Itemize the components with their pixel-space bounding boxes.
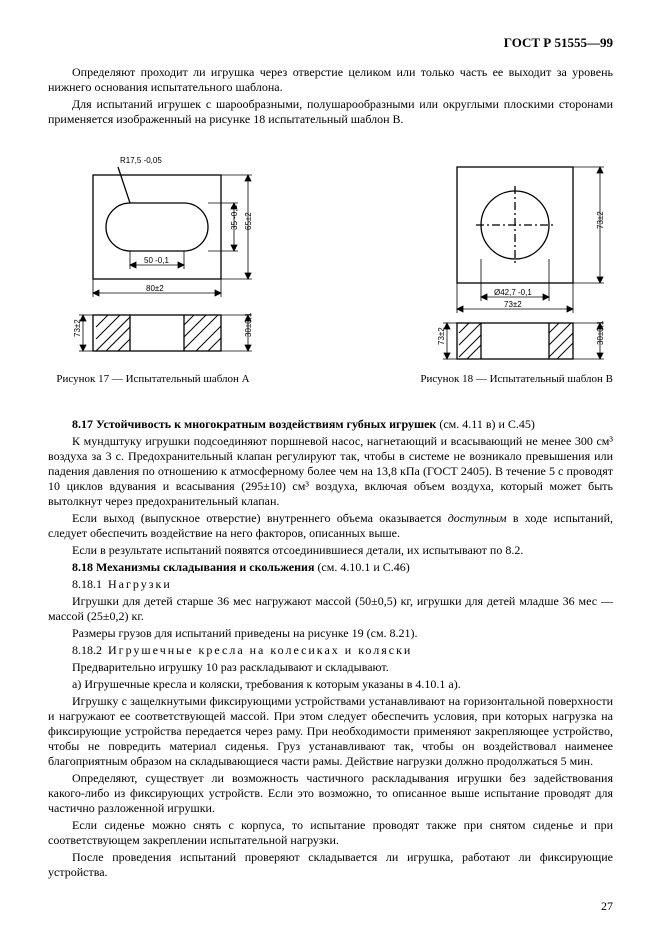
s818-sub2-text: Игрушечные кресла на колесиках и коляски xyxy=(108,643,412,657)
s818-p3: Предварительно игрушку 10 раз раскладыва… xyxy=(48,660,613,675)
fig18-outer-side: 73±2 xyxy=(596,211,605,229)
s817-p2: Если выход (выпускное отверстие) внутрен… xyxy=(48,511,613,541)
s818-text: Механизмы складывания и скольжения xyxy=(96,560,314,574)
fig17-radius: R17,5 -0,05 xyxy=(120,156,162,165)
s818-sub2: 8.18.2 Игрушечные кресла на колесиках и … xyxy=(48,643,613,658)
s818-p5: Игрушку с защелкнутыми фиксирующими устр… xyxy=(48,694,613,769)
s818-sub1-num: 8.18.1 xyxy=(72,577,102,591)
fig17-outer-w: 80±2 xyxy=(146,284,164,293)
s818-p2: Размеры грузов для испытаний приведены н… xyxy=(48,626,613,641)
fig18-thick: 30±0,1 xyxy=(596,320,605,345)
fig18-outer-w: 73±2 xyxy=(504,300,522,309)
s817-title: 8.17 Устойчивость к многократным воздейс… xyxy=(48,417,613,432)
s818-title: 8.18 Механизмы складывания и скольжения … xyxy=(48,560,613,575)
fig17-thick: 30±0,1 xyxy=(244,312,253,337)
fig18-hole-dia: Ø42,7 -0,1 xyxy=(494,288,532,297)
s817-p3: Если в результате испытаний появятся отс… xyxy=(48,543,613,558)
fig18-caption: Рисунок 18 — Испытательный шаблон В xyxy=(420,373,613,385)
s818-p4: а) Игрушечные кресла и коляски, требован… xyxy=(48,677,613,692)
s817-num: 8.17 xyxy=(72,417,93,431)
figures-row: R17,5 -0,05 80±2 50 xyxy=(48,145,613,385)
s818-sub1-text: Нагрузки xyxy=(108,577,172,591)
figure-17-svg: R17,5 -0,05 80±2 50 xyxy=(48,145,258,365)
s818-num: 8.18 xyxy=(72,560,93,574)
s818-ref: (см. 4.10.1 и С.46) xyxy=(317,560,409,574)
s818-sub2-num: 8.18.2 xyxy=(72,643,102,657)
s817-p2i: доступным xyxy=(448,511,507,525)
standard-header: ГОСТ Р 51555—99 xyxy=(48,35,613,51)
fig17-outer-h: 65±2 xyxy=(244,212,253,230)
figure-18-svg: 73±2 Ø42,7 -0,1 73±2 xyxy=(422,145,612,365)
fig17-caption: Рисунок 17 — Испытательный шаблон А xyxy=(56,373,249,385)
fig17-slot-w: 50 -0,1 xyxy=(144,256,169,265)
intro-p2: Для испытаний игрушек с шарообразными, п… xyxy=(48,97,613,127)
s817-ref: (см. 4.11 в) и С.45) xyxy=(439,417,535,431)
page-number: 27 xyxy=(601,899,613,914)
figure-18: 73±2 Ø42,7 -0,1 73±2 xyxy=(420,145,613,385)
s818-p6: Определяют, существует ли возможность ча… xyxy=(48,771,613,816)
s818-p8: После проведения испытаний проверяют скл… xyxy=(48,850,613,880)
s818-p7: Если сиденье можно снять с корпуса, то и… xyxy=(48,818,613,848)
s817-p2a: Если выход (выпускное отверстие) внутрен… xyxy=(72,511,448,525)
fig17-thick-side: 73±2 xyxy=(73,319,82,337)
s818-p1: Игрушки для детей старше 36 мес нагружаю… xyxy=(48,594,613,624)
s817-p1: К мундштуку игрушки подсоединяют поршнев… xyxy=(48,434,613,509)
fig17-slot-h: 35 -0,1 xyxy=(230,205,239,230)
intro-p1: Определяют проходит ли игрушка через отв… xyxy=(48,65,613,95)
s818-sub1: 8.18.1 Нагрузки xyxy=(48,577,613,592)
figure-17: R17,5 -0,05 80±2 50 xyxy=(48,145,258,385)
fig18-thick-side: 73±2 xyxy=(437,327,446,345)
s817-text: Устойчивость к многократным воздействиям… xyxy=(96,417,436,431)
